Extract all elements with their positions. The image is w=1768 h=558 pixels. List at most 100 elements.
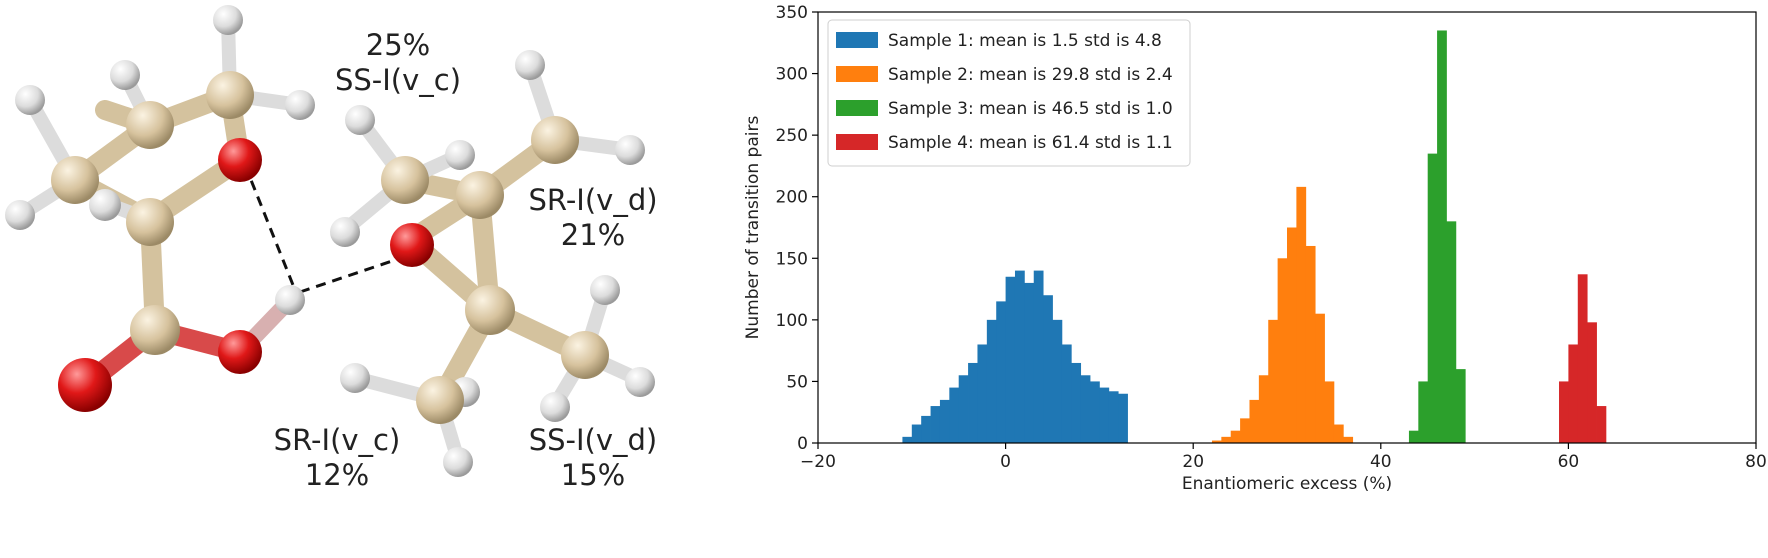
histogram-bar-series-2	[1230, 430, 1241, 443]
legend-swatch	[836, 134, 878, 150]
histogram-bar-series-3	[1455, 369, 1466, 443]
y-tick-label: 0	[797, 434, 808, 454]
carbon-atom	[465, 285, 515, 335]
hydrogen-bond-1	[243, 164, 297, 291]
molecule-atoms	[5, 5, 655, 477]
hydrogen-atom	[213, 5, 243, 35]
histogram-bar-series-2	[1268, 319, 1279, 443]
molecule-panel: 25% SS-I(v_c) SR-I(v_d) 21% SR-I(v_c) 12…	[0, 0, 700, 554]
histogram-bar-series-3	[1437, 30, 1447, 443]
hydrogen-atom	[275, 285, 305, 315]
oxygen-atom	[58, 358, 112, 412]
histogram-bar-series-1	[986, 319, 997, 443]
histogram-bar-series-3	[1446, 221, 1457, 443]
hydrogen-atom	[625, 367, 655, 397]
x-tick-label: 40	[1370, 452, 1392, 472]
y-tick-label: 350	[776, 3, 808, 23]
histogram-bar-series-1	[1099, 387, 1110, 443]
histogram-bar-series-1	[1090, 381, 1100, 443]
histogram-bar-series-1	[1108, 391, 1119, 443]
histogram-bar-series-2	[1343, 436, 1354, 443]
histogram-bar-series-1	[949, 387, 960, 443]
histogram-bar-series-1	[1052, 319, 1063, 443]
histogram-panel: −20 0 20 40 60 80 0 50 100 150 200 250 300 350 Enant…	[700, 0, 1768, 554]
legend-swatch	[836, 100, 878, 116]
x-tick-label: 60	[1558, 452, 1580, 472]
y-tick-label: 250	[776, 126, 808, 146]
hydrogen-atom	[590, 275, 620, 305]
hydrogen-atom	[515, 50, 545, 80]
carbon-atom	[531, 116, 579, 164]
histogram-bar-series-1	[1033, 270, 1044, 443]
y-tick-label: 50	[786, 372, 808, 392]
label-sr-d-percent: 21%	[561, 218, 625, 252]
hydrogen-atom	[340, 363, 370, 393]
histogram-bar-series-3	[1418, 381, 1429, 443]
hydrogen-atom	[330, 217, 360, 247]
carbon-atom	[206, 71, 254, 119]
hydrogen-bond-2	[299, 253, 411, 294]
label-ss-c: SS-I(v_c)	[335, 63, 461, 97]
y-tick-label: 300	[776, 65, 808, 85]
legend-swatch	[836, 32, 878, 48]
histogram-bar-series-3	[1427, 153, 1438, 443]
label-ss-c-percent: 25%	[366, 28, 430, 62]
histogram-bar-series-1	[996, 301, 1006, 443]
hydrogen-bonds	[243, 164, 411, 294]
carbon-atom	[126, 101, 174, 149]
oxygen-atom	[390, 223, 434, 267]
histogram-bar-series-1	[921, 415, 931, 443]
x-axis: −20 0 20 40 60 80	[800, 443, 1767, 472]
histogram-bar-series-2	[1258, 375, 1269, 443]
legend-entry-label: Sample 3: mean is 46.5 std is 1.0	[888, 99, 1173, 119]
histogram-bar-series-2	[1277, 258, 1288, 443]
oxygen-atom	[218, 330, 262, 374]
carbon-atom	[561, 331, 609, 379]
histogram-bar-series-1	[977, 344, 988, 443]
histogram-bar-series-1	[902, 436, 913, 443]
histogram-bar-series-1	[1080, 375, 1091, 443]
histogram-bar-series-2	[1333, 424, 1344, 443]
histogram-bar-series-1	[1118, 393, 1128, 443]
hydrogen-atom	[445, 140, 475, 170]
oxygen-atom	[218, 138, 262, 182]
histogram-bar-series-2	[1221, 436, 1232, 443]
histogram-bar-series-4	[1568, 344, 1579, 443]
histogram-bar-series-4	[1559, 381, 1569, 443]
label-sr-c: SR-I(v_c)	[274, 423, 401, 457]
histogram-bar-series-1	[1071, 362, 1082, 443]
histogram-bar-series-2	[1305, 245, 1316, 443]
histogram-bar-series-2	[1296, 186, 1307, 443]
histogram-bar-series-2	[1315, 313, 1325, 443]
histogram-bar-series-1	[968, 362, 978, 443]
hydrogen-atom	[615, 135, 645, 165]
x-tick-label: 80	[1745, 452, 1767, 472]
legend-entry-label: Sample 1: mean is 1.5 std is 4.8	[888, 31, 1162, 51]
carbon-atom	[416, 376, 464, 424]
legend-box	[827, 19, 1191, 167]
carbon-atom	[130, 305, 180, 355]
carbon-atom	[381, 156, 429, 204]
carbon-atom	[51, 156, 99, 204]
histogram-bar-series-2	[1324, 381, 1335, 443]
plot-frame	[817, 11, 1757, 444]
histogram-bar-series-3	[1408, 430, 1419, 443]
x-tick-label: −20	[800, 452, 836, 472]
histogram-bar-series-4	[1587, 322, 1597, 443]
carbon-atom	[456, 171, 504, 219]
hydrogen-atom	[540, 392, 570, 422]
y-tick-label: 100	[776, 311, 808, 331]
molecule-illustration: 25% SS-I(v_c) SR-I(v_d) 21% SR-I(v_c) 12…	[5, 5, 658, 492]
hydrogen-atom	[443, 447, 473, 477]
histogram-bar-series-1	[958, 375, 969, 443]
y-axis-label: Number of transition pairs	[743, 116, 763, 340]
histogram-bars	[902, 30, 1607, 443]
carbon-atom	[126, 198, 174, 246]
legend-swatch	[836, 66, 878, 82]
histogram-bar-series-4	[1596, 406, 1607, 443]
histogram-bar-series-1	[939, 399, 950, 443]
histogram-bar-series-4	[1577, 274, 1588, 443]
histogram-bar-series-1	[1024, 282, 1035, 443]
histogram-bar-series-2	[1211, 440, 1222, 443]
